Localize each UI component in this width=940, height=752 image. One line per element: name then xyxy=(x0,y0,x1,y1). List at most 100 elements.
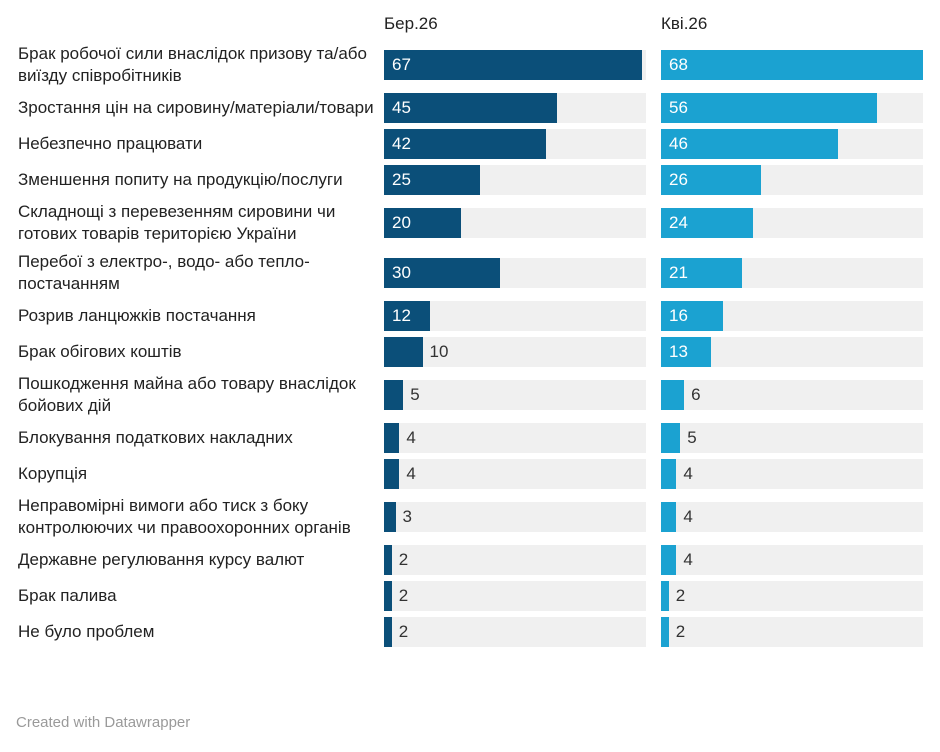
bar-track: 24 xyxy=(661,208,923,238)
bar xyxy=(384,50,643,80)
bar xyxy=(661,545,677,575)
category-label: Перебої з електро-, водо- або тепло-пост… xyxy=(18,252,310,293)
bar-track: 2 xyxy=(661,617,923,647)
bar xyxy=(661,258,742,288)
category-label: Державне регулювання курсу валют xyxy=(18,550,305,569)
value-label: 68 xyxy=(669,55,688,74)
value-label: 56 xyxy=(669,98,688,117)
value-label: 21 xyxy=(669,263,688,282)
series-header: Бер.26 xyxy=(384,14,438,33)
bar xyxy=(384,502,396,532)
category-label: Пошкодження майна або товару внаслідок б… xyxy=(18,374,356,415)
bar xyxy=(384,581,392,611)
chart: Брак робочої сили внаслідок призову та/а… xyxy=(18,40,924,650)
bar-track: 4 xyxy=(661,545,923,575)
bar-track: 2 xyxy=(384,581,646,611)
value-label: 16 xyxy=(669,306,688,325)
value-label: 26 xyxy=(669,170,688,189)
category-label: Складнощі з перевезенням сировини чи гот… xyxy=(18,202,336,243)
row: Брак палива 2 2 xyxy=(18,578,924,614)
bar xyxy=(661,617,669,647)
row: Корупція 4 4 xyxy=(18,456,924,492)
bar xyxy=(661,93,877,123)
bar xyxy=(384,301,431,331)
bar-track: 45 xyxy=(384,93,646,123)
value-label: 4 xyxy=(683,550,693,569)
bar-track: 46 xyxy=(661,129,923,159)
bar-track: 4 xyxy=(661,459,923,489)
bar xyxy=(384,165,481,195)
bar xyxy=(384,545,392,575)
bar-track: 2 xyxy=(661,581,923,611)
credit: Created with Datawrapper xyxy=(16,714,191,731)
row: Брак робочої сили внаслідок призову та/а… xyxy=(18,40,924,90)
bar-track: 21 xyxy=(661,258,923,288)
bar-track: 3 xyxy=(384,502,646,532)
value-label: 10 xyxy=(429,342,449,361)
row: Неправомірні вимоги або тиск з боку конт… xyxy=(18,492,924,542)
bar xyxy=(384,337,423,367)
bar-track: 2 xyxy=(384,617,646,647)
value-label: 67 xyxy=(392,55,411,74)
row: Зростання цін на сировину/матеріали/това… xyxy=(18,90,924,126)
series-header: Кві.26 xyxy=(661,14,708,33)
bar xyxy=(661,502,677,532)
bar-track: 12 xyxy=(384,301,646,331)
category-label: Блокування податкових накладних xyxy=(18,428,293,447)
bar-track: 56 xyxy=(661,93,923,123)
category-label: Зменшення попиту на продукцію/послуги xyxy=(18,170,343,189)
value-label: 46 xyxy=(669,134,688,153)
bar-track: 30 xyxy=(384,258,646,288)
bar-track: 13 xyxy=(661,337,923,367)
value-label: 2 xyxy=(398,586,409,605)
bar xyxy=(661,380,685,410)
row: Брак обігових коштів 10 13 xyxy=(18,334,924,370)
value-label: 2 xyxy=(675,622,686,641)
row: Складнощі з перевезенням сировини чи гот… xyxy=(18,198,924,248)
bar-track: 42 xyxy=(384,129,646,159)
category-label: Брак обігових коштів xyxy=(18,342,182,361)
bar-track: 26 xyxy=(661,165,923,195)
row: Розрив ланцюжків постачання 12 16 xyxy=(18,298,924,334)
value-label: 5 xyxy=(687,428,697,447)
value-label: 24 xyxy=(669,213,688,232)
row: Зменшення попиту на продукцію/послуги 25 2… xyxy=(18,162,924,198)
bar xyxy=(661,165,762,195)
bar xyxy=(384,423,400,453)
bar xyxy=(384,459,400,489)
bar-track: 5 xyxy=(661,423,923,453)
bar xyxy=(661,423,681,453)
bar xyxy=(384,129,546,159)
value-label: 4 xyxy=(406,464,416,483)
category-label: Брак робочої сили внаслідок призову та/а… xyxy=(18,44,367,85)
bar xyxy=(384,617,392,647)
bar xyxy=(661,301,723,331)
category-label: Корупція xyxy=(18,464,88,483)
bar-track: 67 xyxy=(384,50,646,80)
row: Блокування податкових накладних 4 5 xyxy=(18,420,924,456)
bar-track: 10 xyxy=(384,337,646,367)
category-label: Неправомірні вимоги або тиск з боку конт… xyxy=(18,496,351,537)
value-label: 5 xyxy=(410,385,420,404)
value-label: 2 xyxy=(398,550,409,569)
bar xyxy=(661,50,923,80)
value-label: 12 xyxy=(392,306,411,325)
bar xyxy=(384,380,404,410)
bar xyxy=(661,581,669,611)
bar-track: 5 xyxy=(384,380,646,410)
value-label: 13 xyxy=(669,342,688,361)
category-label: Небезпечно працювати xyxy=(18,134,203,153)
value-label: 20 xyxy=(392,213,411,232)
bar-track: 4 xyxy=(384,423,646,453)
row: Пошкодження майна або товару внаслідок б… xyxy=(18,370,924,420)
bar-track: 68 xyxy=(661,50,923,80)
value-label: 6 xyxy=(691,385,701,404)
row: Державне регулювання курсу валют 2 4 xyxy=(18,542,924,578)
value-label: 3 xyxy=(402,507,413,526)
bar-track: 4 xyxy=(661,502,923,532)
row: Небезпечно працювати 42 46 xyxy=(18,126,924,162)
bar xyxy=(661,337,712,367)
bar xyxy=(384,258,500,288)
category-label: Розрив ланцюжків постачання xyxy=(18,306,256,325)
